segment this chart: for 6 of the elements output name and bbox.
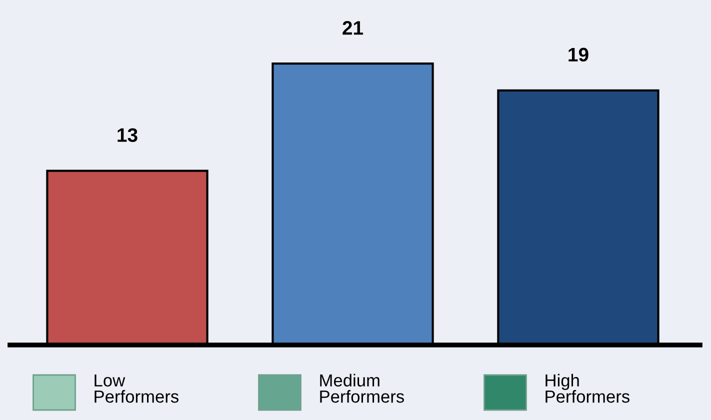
data-label: 19 bbox=[568, 48, 588, 62]
x-tick-label: High Performers bbox=[546, 374, 630, 403]
data-label: 21 bbox=[342, 20, 364, 35]
x-tick-label: Low Performers bbox=[94, 374, 178, 403]
x-tick-label: Medium Performers bbox=[320, 374, 404, 403]
data-label: 13 bbox=[118, 128, 138, 142]
